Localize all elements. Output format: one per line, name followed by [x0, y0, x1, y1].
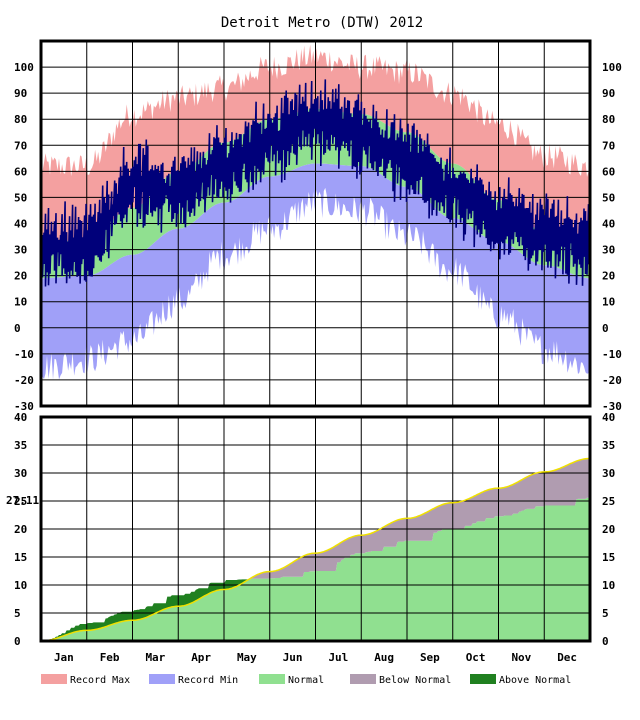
- temp-y-tick-left: -30: [14, 400, 34, 413]
- temp-y-tick-left: 70: [14, 139, 27, 152]
- legend-swatch: [350, 674, 376, 684]
- precip-y-tick-right: 15: [602, 551, 615, 564]
- temp-y-tick-left: 90: [14, 87, 27, 100]
- temp-y-tick-left: 0: [14, 322, 21, 335]
- temp-y-tick-right: -20: [602, 374, 622, 387]
- precip-y-tick-right: 40: [602, 411, 615, 424]
- legend-swatch: [470, 674, 496, 684]
- chart-title: Detroit Metro (DTW) 2012: [221, 15, 423, 31]
- x-tick-month: Jan: [54, 651, 74, 664]
- temp-y-tick-right: 30: [602, 244, 615, 257]
- precip-y-tick-left: 10: [14, 579, 27, 592]
- x-tick-month: Jun: [283, 651, 303, 664]
- temp-y-tick-left: 20: [14, 270, 27, 283]
- data-lines: [40, 79, 591, 642]
- x-tick-month: Sep: [420, 651, 440, 664]
- precip-y-tick-left: 40: [14, 411, 27, 424]
- precip-y-tick-right: 5: [602, 607, 609, 620]
- temp-y-tick-right: 90: [602, 87, 615, 100]
- precip-y-tick-left: 35: [14, 439, 27, 452]
- temp-y-tick-right: 100: [602, 61, 622, 74]
- precip-y-tick-right: 20: [602, 523, 615, 536]
- precip-y-tick-left: 15: [14, 551, 27, 564]
- temperature-plot-frame: [39, 39, 592, 408]
- temp-y-tick-left: -10: [14, 348, 34, 361]
- legend-label: Below Normal: [379, 675, 451, 686]
- legend-swatch: [259, 674, 285, 684]
- actual-temperature-line: [40, 79, 591, 287]
- temp-y-tick-left: 10: [14, 296, 27, 309]
- legend-swatch: [41, 674, 67, 684]
- x-tick-month: Oct: [466, 651, 486, 664]
- precip-y-tick-right: 30: [602, 467, 615, 480]
- precip-y-tick-left: 30: [14, 467, 27, 480]
- temp-y-tick-right: 60: [602, 165, 615, 178]
- temp-y-tick-left: 40: [14, 218, 27, 231]
- temp-y-tick-left: 50: [14, 191, 27, 204]
- x-tick-month: Jul: [328, 651, 348, 664]
- temp-y-tick-left: 100: [14, 61, 34, 74]
- x-tick-month: Nov: [511, 651, 531, 664]
- temp-y-tick-right: 0: [602, 322, 609, 335]
- record-min-area: [41, 163, 590, 380]
- legend-swatch: [149, 674, 175, 684]
- legend: Record Max Record Min Normal Below Normal Ab…: [41, 674, 571, 686]
- precip-y-tick-right: 25: [602, 495, 615, 508]
- temp-y-tick-left: -20: [14, 374, 34, 387]
- precip-y-tick-left: 20: [14, 523, 27, 536]
- precip-y-tick-right: 10: [602, 579, 615, 592]
- precip-y-tick-left: 0: [14, 635, 21, 648]
- x-tick-month: Apr: [191, 651, 211, 664]
- legend-label: Normal: [288, 675, 324, 686]
- temp-y-tick-right: 10: [602, 296, 615, 309]
- precip-y-tick-right: 0: [602, 635, 609, 648]
- x-tick-month: Dec: [557, 651, 577, 664]
- precip-total-annotation: 27.11: [6, 494, 39, 507]
- temp-y-tick-right: -10: [602, 348, 622, 361]
- grid-lines: [41, 41, 590, 641]
- temp-y-tick-right: -30: [602, 400, 622, 413]
- precip-y-tick-left: 25: [14, 495, 27, 508]
- precip-y-tick-left: 5: [14, 607, 21, 620]
- temp-y-tick-left: 60: [14, 165, 27, 178]
- temp-y-tick-right: 80: [602, 113, 615, 126]
- temp-y-tick-right: 40: [602, 218, 615, 231]
- temp-y-tick-left: 30: [14, 244, 27, 257]
- temp-y-tick-right: 70: [602, 139, 615, 152]
- x-tick-month: Feb: [100, 651, 120, 664]
- x-tick-month: May: [237, 651, 257, 664]
- temp-y-tick-left: 80: [14, 113, 27, 126]
- temp-y-tick-right: 50: [602, 191, 615, 204]
- precipitation-plot-frame: [39, 415, 592, 643]
- legend-label: Record Min: [178, 675, 238, 686]
- plot-frames: [39, 39, 592, 643]
- precip-y-tick-right: 35: [602, 439, 615, 452]
- x-tick-month: Mar: [145, 651, 165, 664]
- legend-label: Record Max: [70, 675, 130, 686]
- normal-precip-line: [41, 457, 591, 642]
- legend-label: Above Normal: [499, 675, 571, 686]
- x-tick-month: Aug: [374, 651, 394, 664]
- temp-y-tick-right: 20: [602, 270, 615, 283]
